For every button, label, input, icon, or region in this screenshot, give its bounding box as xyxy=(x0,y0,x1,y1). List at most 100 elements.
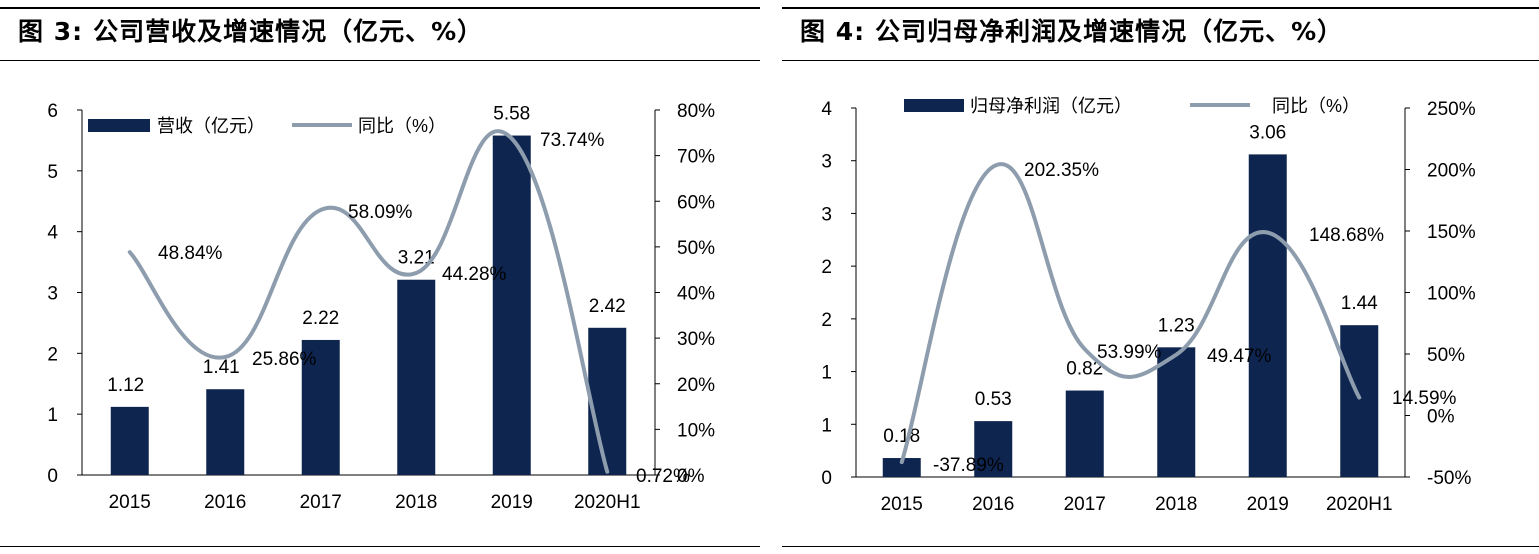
line-value-label: 58.09% xyxy=(348,202,413,223)
bar-value-label: 1.41 xyxy=(203,357,240,378)
bar-value-label: 1.23 xyxy=(1158,315,1195,336)
bar-value-label: 1.44 xyxy=(1341,293,1378,314)
figure-label: 图 4: xyxy=(800,17,866,46)
y-tick-label-right: 60% xyxy=(677,192,715,213)
y-tick-label-right: 0% xyxy=(1427,407,1455,428)
y-tick-label-right: 150% xyxy=(1427,222,1476,243)
chart-title: 图 4: 公司归母净利润及增速情况（亿元、%） xyxy=(800,12,1343,48)
y-tick-label-left: 6 xyxy=(47,101,58,122)
growth-line xyxy=(127,129,610,474)
bar-value-label: 3.21 xyxy=(398,248,435,269)
y-tick-label-left: 0 xyxy=(821,468,832,489)
bar-value-label: 5.58 xyxy=(493,104,530,125)
y-tick-label-right: 40% xyxy=(677,284,715,305)
bar-value-label: 0.18 xyxy=(883,426,920,447)
y-tick-label-right: 10% xyxy=(677,420,715,441)
y-tick-label-left: 5 xyxy=(47,162,58,183)
y-tick-label-left: 1 xyxy=(821,415,832,436)
net-profit-chart: 0 1 1 2 2 3 3 4 -50% 0% 50% 100% 150% 200% 250% 2015 201… xyxy=(821,96,1476,515)
y-tick-label-left: 4 xyxy=(821,99,832,120)
bar xyxy=(110,406,149,475)
bar-value-label: 3.06 xyxy=(1249,122,1286,143)
y-tick-label-left: 3 xyxy=(821,152,832,173)
bar-value-label: 2.42 xyxy=(589,296,626,317)
top-rule xyxy=(782,7,1539,9)
legend-line-label: 同比（%） xyxy=(1272,96,1360,116)
bar xyxy=(1065,390,1104,477)
y-tick-label-right: 20% xyxy=(677,375,715,396)
title-rule xyxy=(0,60,760,61)
line-value-label: 53.99% xyxy=(1097,342,1162,363)
bottom-rule xyxy=(0,546,760,547)
bar xyxy=(1157,347,1196,477)
bar xyxy=(882,458,921,477)
title-text: 公司归母净利润及增速情况（亿元、%） xyxy=(875,17,1344,46)
x-tick-label: 2019 xyxy=(491,492,533,513)
y-tick-label-left: 2 xyxy=(47,344,58,365)
y-tick-label-left: 1 xyxy=(821,363,832,384)
y-tick-label-right: 30% xyxy=(677,329,715,350)
legend-line-label: 同比（%） xyxy=(358,116,446,136)
bar xyxy=(206,389,245,475)
y-tick-label-right: 0% xyxy=(677,466,705,487)
x-tick-label: 2017 xyxy=(1064,494,1106,515)
x-tick-label: 2019 xyxy=(1247,494,1289,515)
bar xyxy=(1248,154,1287,478)
bar xyxy=(588,327,627,475)
y-tick-label-left: 0 xyxy=(47,466,58,487)
y-tick-label-right: 50% xyxy=(1427,345,1465,366)
y-tick-label-right: 200% xyxy=(1427,161,1476,182)
x-tick-label: 2017 xyxy=(300,492,342,513)
legend-bar-swatch xyxy=(88,119,150,132)
bar-value-label: 1.12 xyxy=(107,375,144,396)
line-value-label: 14.59% xyxy=(1392,388,1457,409)
line-value-label: 48.84% xyxy=(158,243,223,264)
line-value-label: 25.86% xyxy=(252,349,317,370)
y-tick-label-right: 70% xyxy=(677,147,715,168)
line-value-label: -37.89% xyxy=(933,455,1004,476)
x-tick-label: 2016 xyxy=(204,492,246,513)
legend-bar-label: 营收（亿元） xyxy=(157,116,265,136)
top-rule xyxy=(0,7,760,9)
y-tick-label-right: 50% xyxy=(677,238,715,259)
y-tick-label-right: -50% xyxy=(1427,468,1471,489)
x-tick-label: 2016 xyxy=(972,494,1014,515)
x-tick-label: 2018 xyxy=(395,492,437,513)
bar-value-label: 0.53 xyxy=(975,389,1012,410)
figure-label: 图 3: xyxy=(18,17,84,46)
x-tick-label: 2018 xyxy=(1155,494,1197,515)
bar-value-label: 2.22 xyxy=(302,308,339,329)
title-text: 公司营收及增速情况（亿元、%） xyxy=(93,17,484,46)
legend-bar-swatch xyxy=(904,99,964,112)
x-tick-label: 2015 xyxy=(109,492,151,513)
bar xyxy=(974,421,1013,477)
chart-panel-net-profit: 图 4: 公司归母净利润及增速情况（亿元、%） 0 1 1 2 2 3 3 4 -50% 0% 50%… xyxy=(782,0,1539,554)
line-value-label: 49.47% xyxy=(1207,346,1272,367)
y-tick-label-right: 250% xyxy=(1427,99,1476,120)
line-value-label: 202.35% xyxy=(1024,160,1099,181)
x-tick-label: 2015 xyxy=(881,494,923,515)
y-tick-label-left: 1 xyxy=(47,405,58,426)
y-tick-label-left: 2 xyxy=(821,257,832,278)
line-value-label: 73.74% xyxy=(540,130,605,151)
growth-line xyxy=(899,162,1362,465)
line-value-label: 44.28% xyxy=(442,264,507,285)
bottom-rule xyxy=(782,546,1539,547)
y-tick-label-left: 3 xyxy=(47,284,58,305)
title-rule xyxy=(782,60,1539,61)
y-tick-label-right: 80% xyxy=(677,101,715,122)
bar xyxy=(1340,325,1379,477)
chart-title: 图 3: 公司营收及增速情况（亿元、%） xyxy=(18,12,483,48)
bar xyxy=(492,135,531,476)
bar xyxy=(301,339,340,475)
line-value-label: 148.68% xyxy=(1309,225,1384,246)
bar-value-label: 0.82 xyxy=(1066,359,1103,380)
y-tick-label-left: 4 xyxy=(47,223,58,244)
y-tick-label-right: 100% xyxy=(1427,284,1476,305)
line-value-label: 0.72% xyxy=(636,466,690,487)
chart-panel-revenue: 图 3: 公司营收及增速情况（亿元、%） 0 1 2 3 4 5 6 0% 10% 20% 30% 40… xyxy=(0,0,760,554)
y-tick-label-left: 3 xyxy=(821,204,832,225)
legend-bar-label: 归母净利润（亿元） xyxy=(970,96,1132,116)
x-tick-label: 2020H1 xyxy=(1326,494,1393,515)
